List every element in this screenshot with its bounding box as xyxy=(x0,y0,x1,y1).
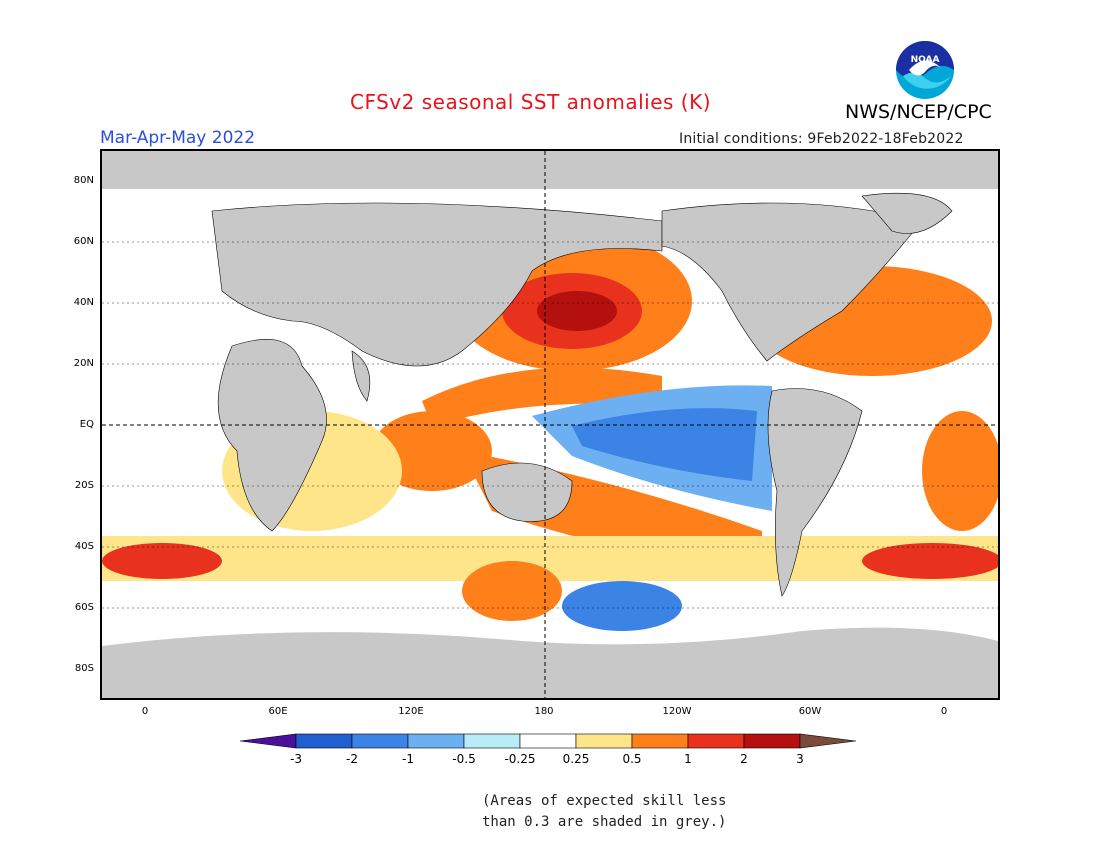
colorbar-cell xyxy=(463,733,521,749)
colorbar-cell xyxy=(575,733,633,749)
lat-label-20s: 20S xyxy=(74,480,94,491)
lon-label-180: 180 xyxy=(534,706,554,717)
arctic-grey-band xyxy=(102,151,998,189)
colorbar-label: -3 xyxy=(290,752,302,766)
lat-label-60s: 60S xyxy=(74,602,94,613)
lat-label-eq: EQ xyxy=(79,419,94,430)
colorbar-cell xyxy=(295,733,353,749)
colorbar-label: -0.5 xyxy=(452,752,476,766)
colorbar-cell xyxy=(631,733,689,749)
africa-land xyxy=(217,339,327,532)
sst-anomaly-map xyxy=(100,149,1000,700)
chart-title: CFSv2 seasonal SST anomalies (K) xyxy=(350,90,711,114)
colorbar-label: 0.5 xyxy=(622,752,642,766)
lat-label-80n: 80N xyxy=(73,175,94,186)
skill-note-line1: (Areas of expected skill less xyxy=(482,793,727,809)
colorbar-max-arrow xyxy=(799,733,857,749)
lat-label-40n: 40N xyxy=(73,297,94,308)
colorbar-cell xyxy=(407,733,465,749)
lon-label-0: 0 xyxy=(141,706,149,717)
colorbar-label: -0.25 xyxy=(504,752,536,766)
lon-label-120e: 120E xyxy=(398,706,424,717)
australia-land xyxy=(481,462,573,522)
south-pacific-cold xyxy=(562,581,682,631)
eurasia-land xyxy=(211,202,663,367)
initial-conditions-label: Initial conditions: 9Feb2022-18Feb2022 xyxy=(679,131,964,147)
lon-label-60e: 60E xyxy=(268,706,288,717)
noaa-logo: NOAA xyxy=(896,41,954,99)
noaa-logo-text: NOAA xyxy=(911,55,940,65)
lon-label-120w: 120W xyxy=(662,706,692,717)
south-america-land xyxy=(767,388,863,597)
north-america-land xyxy=(661,202,923,362)
colorbar-label: 2 xyxy=(740,752,748,766)
colorbar-min-arrow xyxy=(240,733,297,749)
skill-note-line2: than 0.3 are shaded in grey.) xyxy=(482,814,727,830)
colorbar-label: -2 xyxy=(346,752,358,766)
colorbar xyxy=(240,733,857,749)
season-label: Mar-Apr-May 2022 xyxy=(100,128,256,148)
colorbar-cell xyxy=(351,733,409,749)
colorbar-cell xyxy=(687,733,745,749)
lon-label-0-right: 0 xyxy=(940,706,948,717)
skill-note: (Areas of expected skill less than 0.3 a… xyxy=(482,791,726,833)
lat-label-80s: 80S xyxy=(74,663,94,674)
agency-label: NWS/NCEP/CPC xyxy=(845,101,992,123)
colorbar-label: -1 xyxy=(402,752,414,766)
lat-label-60n: 60N xyxy=(73,236,94,247)
colorbar-label: 3 xyxy=(796,752,804,766)
colorbar-label: 1 xyxy=(684,752,692,766)
lat-label-20n: 20N xyxy=(73,358,94,369)
lat-label-40s: 40S xyxy=(74,541,94,552)
map-canvas xyxy=(102,151,998,698)
colorbar-cell xyxy=(519,733,577,749)
map-gridlines xyxy=(102,241,998,609)
lon-label-60w: 60W xyxy=(798,706,822,717)
colorbar-cell xyxy=(743,733,801,749)
colorbar-label: 0.25 xyxy=(562,752,590,766)
antarctica-land xyxy=(102,627,998,698)
